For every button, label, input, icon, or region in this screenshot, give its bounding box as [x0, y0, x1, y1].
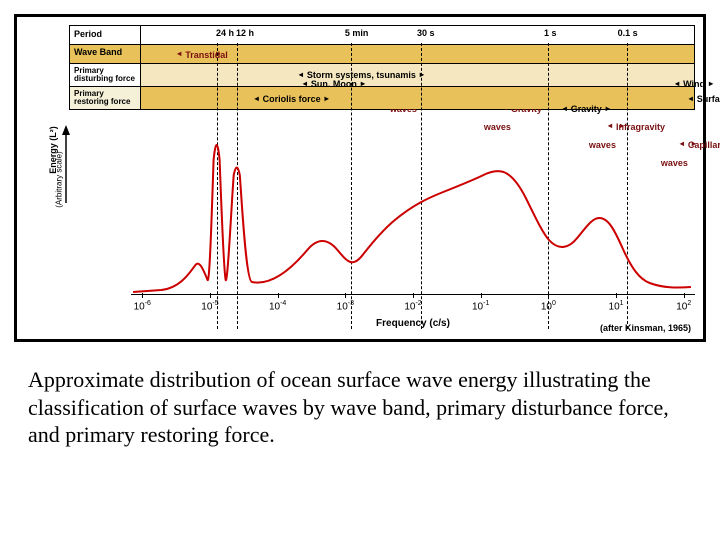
x-tick: 102 — [676, 300, 691, 312]
x-tick: 10-3 — [337, 300, 354, 312]
attribution-text: (after Kinsman, 1965) — [600, 323, 691, 333]
x-tick: 100 — [541, 300, 556, 312]
x-tick-mark — [413, 293, 414, 298]
chart-area: Period 24 h12 h5 min30 s1 s0.1 s Wave Ba… — [69, 25, 695, 335]
x-tick-mark — [616, 293, 617, 298]
x-tick: 10-2 — [404, 300, 421, 312]
period-tick: 5 min — [345, 28, 369, 38]
x-tick: 101 — [609, 300, 624, 312]
figure-caption: Approximate distribution of ocean surfac… — [0, 356, 720, 461]
x-tick-mark — [481, 293, 482, 298]
energy-curve — [131, 120, 695, 295]
row-period: Period 24 h12 h 5 min 30 s 1 s 0.1 s — [69, 25, 695, 45]
period-tick: 1 s — [544, 28, 557, 38]
spectrum-plot: 10-610-510-410-310-210-1100101102 Freque… — [131, 120, 695, 295]
x-axis-title: Frequency (c/s) — [376, 318, 450, 329]
period-ticks-cell: 24 h12 h 5 min 30 s 1 s 0.1 s — [141, 26, 694, 44]
period-tick: 12 h — [236, 28, 254, 38]
period-label: Period — [70, 26, 141, 44]
period-tick: 30 s — [417, 28, 435, 38]
restoring-force-item: Surface tension — [697, 94, 720, 104]
period-tick: 24 h — [216, 28, 234, 38]
x-tick-mark — [210, 293, 211, 298]
period-tick: 0.1 s — [618, 28, 638, 38]
x-tick-mark — [278, 293, 279, 298]
x-tick-mark — [684, 293, 685, 298]
x-tick: 10-5 — [201, 300, 218, 312]
x-tick-mark — [345, 293, 346, 298]
x-tick-mark — [142, 293, 143, 298]
x-tick-mark — [548, 293, 549, 298]
figure-container: Period 24 h12 h5 min30 s1 s0.1 s Wave Ba… — [14, 14, 706, 342]
x-tick: 10-1 — [472, 300, 489, 312]
x-tick: 10-4 — [269, 300, 286, 312]
y-axis-arrow-icon — [59, 125, 73, 205]
x-tick: 10-6 — [134, 300, 151, 312]
